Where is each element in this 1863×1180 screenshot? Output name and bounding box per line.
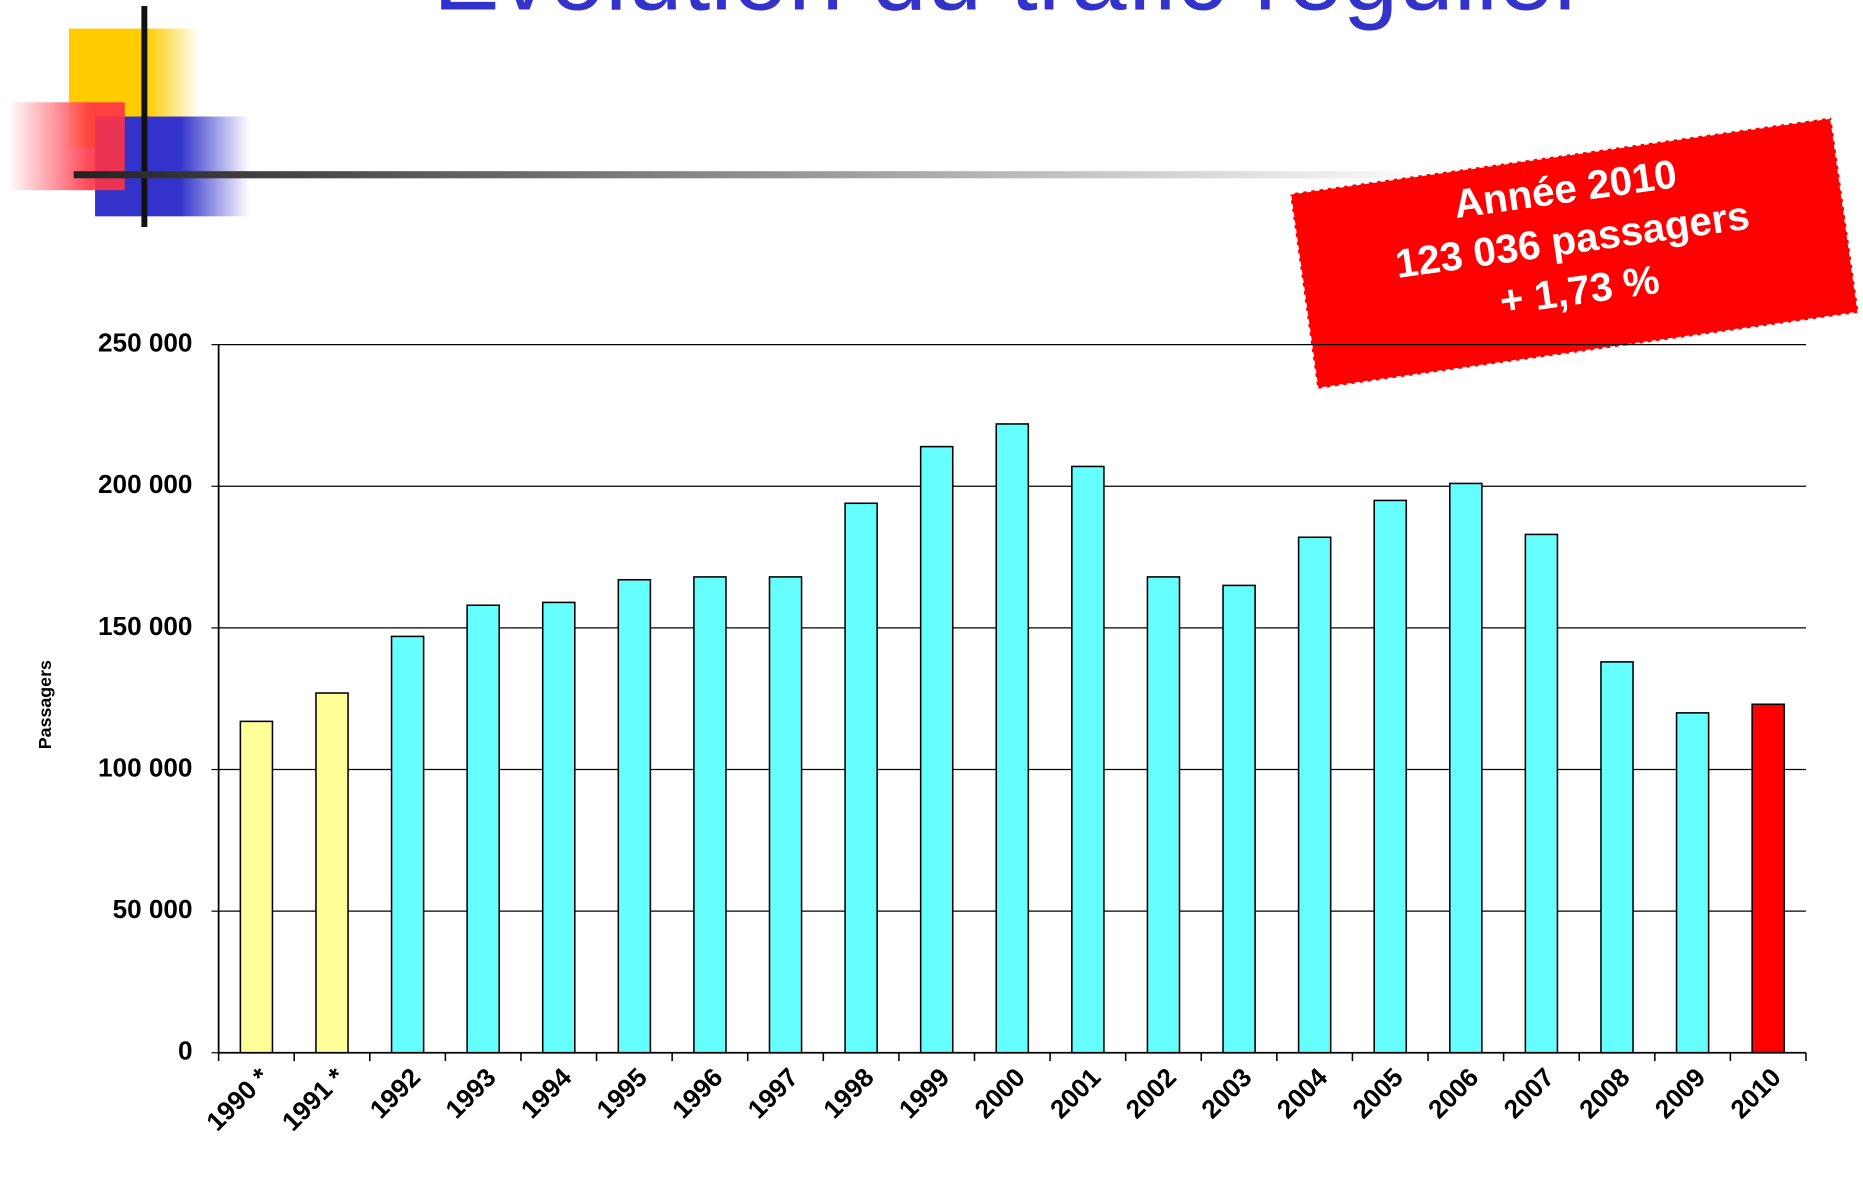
x-tick-label: 1993 bbox=[439, 1062, 501, 1124]
x-tick-label: 2005 bbox=[1346, 1062, 1408, 1124]
x-tick-label: 1994 bbox=[515, 1062, 578, 1125]
x-tick-label: 2006 bbox=[1422, 1062, 1484, 1124]
logo bbox=[8, 6, 1441, 228]
bar bbox=[1751, 703, 1785, 1054]
bar bbox=[390, 635, 425, 1054]
y-tick-label: 250 000 bbox=[98, 328, 192, 358]
bar bbox=[693, 576, 727, 1054]
x-tick-label: 1997 bbox=[742, 1062, 804, 1124]
bar bbox=[919, 445, 954, 1054]
bar bbox=[1146, 576, 1181, 1054]
y-tick-label: 50 000 bbox=[113, 894, 193, 924]
bar bbox=[1524, 533, 1559, 1054]
x-tick-label: 1998 bbox=[817, 1062, 879, 1124]
x-tick-label: 1990 * bbox=[200, 1061, 275, 1136]
y-tick-label: 100 000 bbox=[98, 752, 192, 782]
plot: 0 50 000 100 000 150 000 200 000 250 000 1990 … bbox=[98, 328, 1807, 1137]
bar bbox=[995, 423, 1030, 1054]
x-tick-label: 2000 bbox=[968, 1062, 1030, 1124]
y-tick-label: 150 000 bbox=[98, 611, 192, 641]
x-tick-label: 2008 bbox=[1573, 1062, 1635, 1124]
bar bbox=[844, 502, 878, 1054]
y-axis-label: Passagers bbox=[35, 660, 55, 749]
slide-title: Évolution du trafic régulier bbox=[433, 0, 1587, 32]
bar bbox=[1600, 661, 1634, 1054]
x-tick-label: 1992 bbox=[364, 1062, 426, 1124]
x-tick-label: 2002 bbox=[1120, 1062, 1182, 1124]
bar bbox=[1373, 499, 1408, 1054]
x-tick-label: 2003 bbox=[1195, 1062, 1257, 1124]
y-tick-label: 200 000 bbox=[98, 469, 192, 499]
bar bbox=[466, 604, 500, 1054]
bar bbox=[1297, 536, 1332, 1054]
x-tick-label: 2001 bbox=[1044, 1062, 1106, 1124]
x-tick-label: 1995 bbox=[591, 1062, 653, 1124]
x-tick-label: 1999 bbox=[893, 1062, 955, 1124]
bar bbox=[1675, 712, 1710, 1054]
bar bbox=[541, 601, 576, 1054]
bar bbox=[315, 692, 349, 1054]
bar bbox=[1071, 465, 1105, 1054]
bar bbox=[1222, 584, 1256, 1054]
bar bbox=[239, 720, 274, 1054]
x-tick-label: 2004 bbox=[1271, 1062, 1334, 1125]
y-tick-label: 0 bbox=[178, 1036, 193, 1066]
annotation-box: Année 2010 123 036 passagers + 1,73 % bbox=[1288, 116, 1860, 391]
x-tick-label: 1996 bbox=[666, 1062, 728, 1124]
x-tick-label: 1991 * bbox=[276, 1061, 351, 1136]
x-tick-label: 2010 bbox=[1724, 1062, 1786, 1124]
x-tick-label: 2007 bbox=[1498, 1062, 1560, 1124]
bar bbox=[617, 578, 652, 1054]
bar bbox=[1449, 482, 1483, 1054]
x-tick-label: 2009 bbox=[1649, 1062, 1711, 1124]
bar bbox=[768, 576, 803, 1054]
